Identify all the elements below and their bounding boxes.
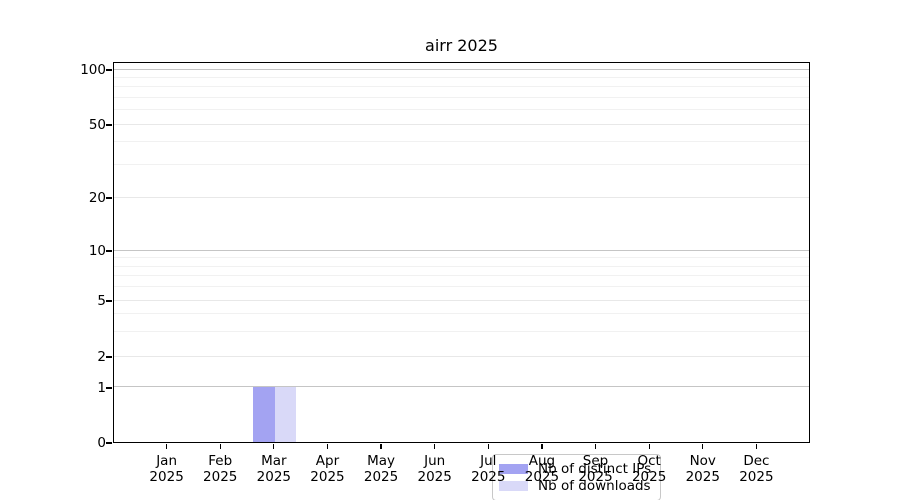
gridline-minor bbox=[114, 109, 809, 111]
x-axis-tick-label: Sep 2025 bbox=[561, 453, 631, 485]
y-axis-tick bbox=[106, 387, 112, 389]
y-axis-tick-label: 100 bbox=[80, 62, 106, 78]
x-axis-tick-label: Jun 2025 bbox=[400, 453, 470, 485]
gridline-minor bbox=[114, 257, 809, 259]
gridline-major bbox=[114, 68, 809, 70]
x-tick-month: Aug bbox=[528, 453, 556, 469]
y-axis-tick-label: 10 bbox=[88, 243, 106, 259]
bar-downloads bbox=[274, 386, 297, 442]
x-tick-year: 2025 bbox=[578, 469, 613, 485]
x-tick-month: Sep bbox=[582, 453, 609, 469]
gridline-minor bbox=[114, 164, 809, 166]
x-axis-tick-label: Mar 2025 bbox=[239, 453, 309, 485]
x-tick-year: 2025 bbox=[685, 469, 720, 485]
x-axis-tick bbox=[273, 444, 275, 449]
x-tick-month: Jul bbox=[480, 453, 497, 469]
chart-title: airr 2025 bbox=[425, 36, 498, 55]
x-tick-year: 2025 bbox=[363, 469, 399, 485]
y-axis-tick-label: 5 bbox=[97, 293, 106, 309]
y-axis-tick bbox=[106, 124, 112, 126]
gridline-minor bbox=[114, 265, 809, 267]
x-axis-tick-label: May 2025 bbox=[346, 453, 416, 485]
x-axis-tick bbox=[594, 444, 597, 449]
gridline-minor bbox=[114, 86, 809, 88]
x-tick-year: 2025 bbox=[256, 469, 292, 485]
x-tick-month: Oct bbox=[637, 453, 661, 469]
legend-label: Nb of downloads bbox=[538, 478, 651, 494]
legend-swatch-downloads bbox=[499, 481, 528, 491]
y-axis-tick-label: 1 bbox=[97, 379, 106, 396]
x-tick-year: 2025 bbox=[149, 469, 184, 485]
x-tick-year: 2025 bbox=[524, 469, 560, 485]
x-tick-year: 2025 bbox=[310, 469, 345, 485]
x-tick-month: Jun bbox=[424, 453, 446, 469]
x-tick-year: 2025 bbox=[739, 469, 774, 485]
x-axis-tick bbox=[166, 444, 168, 449]
bar-distinct-ips bbox=[253, 386, 275, 442]
gridline-minor bbox=[114, 76, 809, 78]
x-tick-month: Mar bbox=[261, 453, 287, 469]
y-axis-tick bbox=[106, 197, 112, 199]
x-tick-year: 2025 bbox=[417, 469, 452, 485]
x-axis-tick-label: Nov 2025 bbox=[668, 453, 738, 485]
y-axis-tick bbox=[106, 442, 112, 444]
gridline-major bbox=[114, 299, 809, 301]
x-axis-tick bbox=[702, 444, 704, 449]
x-axis-tick-label: Oct 2025 bbox=[614, 453, 684, 485]
x-tick-month: Feb bbox=[208, 453, 233, 469]
y-axis-tick bbox=[106, 250, 112, 252]
x-axis-tick bbox=[380, 444, 382, 449]
x-tick-month: Jan bbox=[156, 453, 178, 469]
legend-swatch-distinct-ips bbox=[499, 464, 528, 474]
x-tick-year: 2025 bbox=[471, 469, 506, 485]
gridline-minor bbox=[114, 286, 809, 288]
legend-row: Nb of downloads bbox=[499, 478, 651, 494]
x-axis-tick-label: Jul 2025 bbox=[453, 453, 523, 485]
x-axis-tick bbox=[326, 444, 329, 449]
x-tick-month: Nov bbox=[689, 453, 716, 469]
y-axis-tick-label: 2 bbox=[97, 349, 106, 365]
x-tick-month: Dec bbox=[743, 453, 770, 469]
gridline-major bbox=[114, 386, 809, 388]
gridline-major bbox=[114, 123, 809, 125]
x-axis-tick bbox=[541, 444, 543, 449]
y-axis-tick bbox=[106, 69, 112, 71]
gridline-minor bbox=[114, 313, 809, 315]
x-tick-year: 2025 bbox=[203, 469, 238, 485]
gridline-major bbox=[114, 196, 809, 198]
x-tick-year: 2025 bbox=[631, 469, 667, 485]
y-axis-tick-label: 50 bbox=[88, 117, 106, 134]
gridline-minor bbox=[114, 275, 809, 277]
legend-row: Nb of distinct IPs bbox=[499, 461, 651, 477]
x-axis-tick-label: Dec 2025 bbox=[721, 453, 791, 485]
x-tick-month: Apr bbox=[315, 453, 340, 469]
x-axis-tick bbox=[755, 444, 757, 449]
x-axis-tick-label: Aug 2025 bbox=[507, 453, 577, 485]
gridline-minor bbox=[114, 330, 809, 332]
x-axis-tick-label: Apr 2025 bbox=[292, 453, 362, 485]
plot-area: Nb of distinct IPs Nb of downloads bbox=[113, 62, 810, 500]
legend: Nb of distinct IPs Nb of downloads bbox=[492, 454, 661, 500]
x-axis-tick-label: Jan 2025 bbox=[132, 453, 202, 485]
legend-label: Nb of distinct IPs bbox=[538, 461, 652, 477]
gridline-major bbox=[114, 249, 809, 251]
y-axis-tick-label: 0 bbox=[97, 435, 106, 451]
x-axis-tick bbox=[434, 444, 436, 449]
gridline-minor bbox=[114, 96, 809, 98]
gridline-major bbox=[114, 355, 809, 357]
y-axis-tick bbox=[106, 300, 112, 302]
y-axis-tick bbox=[106, 356, 112, 358]
y-axis-tick-label: 20 bbox=[88, 190, 106, 207]
x-axis-tick bbox=[648, 444, 650, 449]
gridline-minor bbox=[114, 141, 809, 143]
x-axis-tick bbox=[487, 444, 489, 449]
x-axis-tick-label: Feb 2025 bbox=[185, 453, 255, 485]
x-tick-month: May bbox=[367, 453, 396, 469]
x-axis-tick bbox=[219, 444, 221, 449]
